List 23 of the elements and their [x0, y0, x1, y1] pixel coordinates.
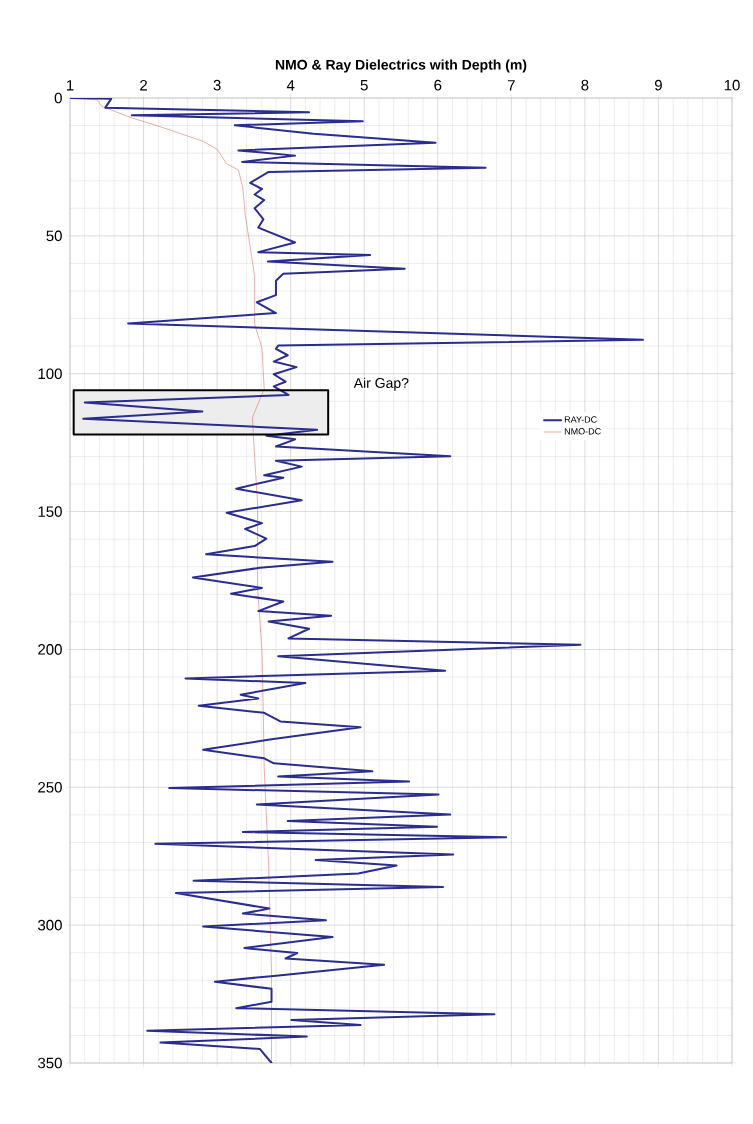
y-tick-label: 0	[54, 92, 62, 104]
x-tick-label: 1	[66, 80, 74, 91]
x-tick-label: 8	[581, 79, 589, 91]
y-tick-label: 50	[46, 230, 62, 242]
chart-title: NMO & Ray Dielectrics with Depth (m)	[275, 59, 527, 73]
x-tick-label: 3	[213, 79, 221, 91]
x-tick-label: 4	[286, 80, 295, 91]
x-tick-label: 7	[507, 80, 515, 91]
y-tick-label: 250	[38, 781, 62, 793]
x-tick-label: 6	[434, 79, 442, 91]
legend-label: NMO-DC	[564, 428, 601, 435]
y-tick-label: 100	[38, 368, 62, 380]
y-tick-label: 200	[38, 644, 62, 655]
x-tick-label: 5	[360, 80, 368, 91]
y-tick-label: 350	[38, 1057, 62, 1069]
x-tick-label: 2	[140, 79, 147, 91]
y-tick-label: 300	[38, 919, 62, 931]
x-tick-label: 10	[724, 79, 740, 91]
band-label: Air Gap?	[353, 377, 409, 391]
line-series	[70, 98, 644, 1064]
x-tick-label: 9	[654, 79, 662, 91]
legend-label: RAY-DC	[564, 416, 597, 423]
y-tick-label: 150	[38, 506, 62, 517]
